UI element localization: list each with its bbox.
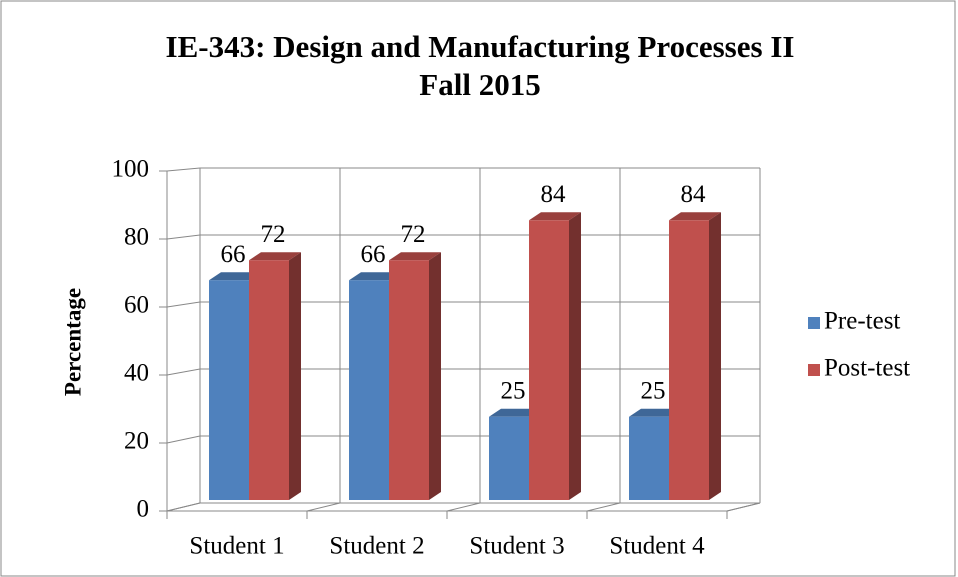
x-tick-label: Student 1 — [189, 533, 284, 560]
y-tick-label: 60 — [124, 292, 149, 319]
bar — [389, 260, 429, 500]
data-label: 66 — [361, 241, 386, 268]
bar-top — [209, 272, 261, 281]
bar — [629, 416, 669, 500]
data-label: 25 — [641, 377, 666, 404]
bar-side — [569, 212, 581, 500]
legend-label: Post-test — [824, 355, 910, 382]
y-tick-label: 20 — [124, 428, 149, 455]
grid-line — [166, 167, 201, 172]
grid-line — [166, 234, 201, 240]
floor-divider — [586, 502, 621, 512]
bar-top — [349, 272, 401, 281]
legend-swatch — [808, 317, 820, 329]
bar-top — [529, 212, 581, 221]
bar-side — [429, 252, 441, 500]
data-label: 84 — [541, 181, 567, 208]
y-tick-label: 0 — [137, 496, 150, 523]
data-label: 72 — [401, 221, 426, 248]
chart-title: IE-343: Design and Manufacturing Process… — [166, 29, 795, 64]
bar — [349, 280, 389, 500]
bar — [489, 416, 529, 500]
y-tick-label: 40 — [124, 360, 149, 387]
data-label: 84 — [681, 181, 707, 208]
floor-divider — [166, 502, 201, 512]
bar-top — [389, 252, 441, 261]
grid-line — [166, 301, 201, 308]
floor-divider — [306, 502, 341, 512]
data-label: 66 — [221, 241, 246, 268]
data-label: 25 — [501, 377, 526, 404]
bar — [529, 220, 569, 500]
bar-side — [289, 252, 301, 500]
bar — [249, 260, 289, 500]
x-tick-label: Student 4 — [609, 533, 705, 560]
grid-line — [166, 435, 201, 444]
legend-label: Pre-test — [824, 308, 900, 335]
y-axis-label: Percentage — [60, 288, 85, 396]
bar — [209, 280, 249, 500]
floor-divider — [726, 502, 761, 512]
data-label: 72 — [261, 221, 286, 248]
bar-top — [629, 408, 681, 417]
bar-top — [489, 408, 541, 417]
chart-subtitle: Fall 2015 — [419, 67, 540, 102]
bar-top — [669, 212, 721, 221]
bar-top — [249, 252, 301, 261]
bar-side — [709, 212, 721, 500]
grid-line — [166, 368, 201, 376]
bar — [669, 220, 709, 500]
x-tick-label: Student 3 — [469, 533, 564, 560]
x-tick-label: Student 2 — [329, 533, 424, 560]
legend-swatch — [808, 364, 820, 376]
y-tick-label: 80 — [124, 224, 149, 251]
y-tick-label: 100 — [112, 156, 150, 183]
floor-divider — [446, 502, 481, 512]
